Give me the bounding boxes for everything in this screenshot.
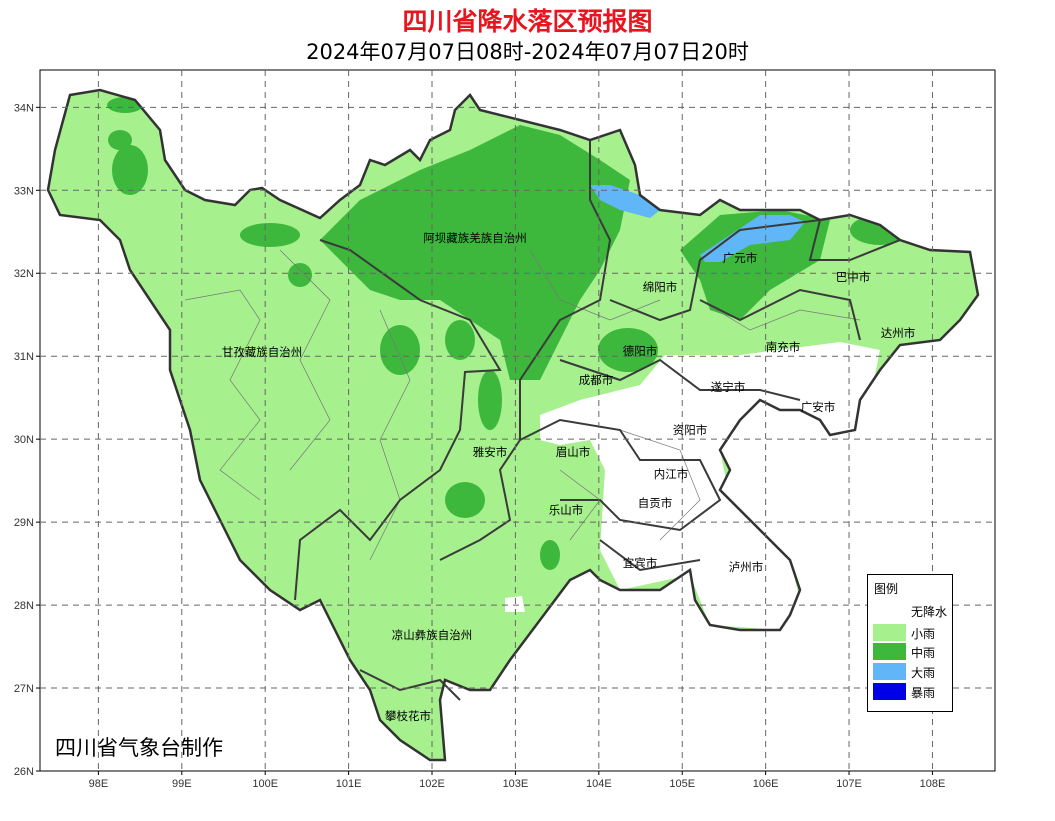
moderate-rain-areas — [107, 97, 910, 570]
lat-tick-label: 32N — [14, 268, 34, 280]
lon-tick-label: 105E — [669, 778, 695, 790]
legend-swatch — [873, 624, 906, 641]
region-labels: 阿坝藏族羌族自治州甘孜藏族自治州 绵阳市 广元市巴中市达州市南充市 德阳市成都市遂宁市… — [222, 231, 916, 723]
lon-tick-label: 108E — [920, 778, 946, 790]
lat-tick-label: 28N — [14, 600, 34, 612]
lat-tick-label: 27N — [14, 683, 34, 695]
region-label: 凉山彝族自治州 — [392, 628, 473, 642]
region-label: 南充市 — [766, 340, 801, 354]
region-label: 绵阳市 — [643, 280, 678, 294]
producer-credit: 四川省气象台制作 — [55, 736, 223, 760]
region-label: 泸州市 — [729, 560, 764, 574]
region-label: 遂宁市 — [711, 380, 746, 394]
legend-item: 无降水 — [873, 602, 951, 620]
legend-swatch — [873, 643, 906, 660]
lon-tick-label: 107E — [836, 778, 862, 790]
region-label: 资阳市 — [673, 423, 708, 437]
region-label: 达州市 — [881, 326, 916, 340]
legend: 图例 无降水 小雨 中雨 大雨 暴雨 — [867, 574, 953, 712]
region-label: 攀枝花市 — [385, 709, 431, 723]
region-label: 广安市 — [801, 400, 836, 414]
legend-item: 大雨 — [873, 663, 951, 681]
region-label: 德阳市 — [623, 344, 658, 358]
legend-title: 图例 — [874, 582, 899, 596]
heavy-rain-areas — [590, 185, 805, 262]
legend-item: 暴雨 — [873, 683, 951, 701]
lon-tick-label: 102E — [419, 778, 445, 790]
region-label: 成都市 — [579, 373, 614, 387]
legend-swatch — [873, 663, 906, 680]
graticule — [40, 70, 995, 771]
region-label: 内江市 — [654, 467, 689, 481]
legend-item: 小雨 — [873, 624, 951, 642]
region-label: 甘孜藏族自治州 — [222, 345, 303, 359]
legend-label: 小雨 — [911, 627, 936, 641]
map-title: 四川省降水落区预报图 — [402, 7, 653, 36]
lon-tick-label: 100E — [252, 778, 278, 790]
lon-tick-label: 98E — [89, 778, 109, 790]
lat-tick-label: 29N — [14, 517, 34, 529]
legend-label: 中雨 — [911, 646, 936, 660]
legend-label: 大雨 — [911, 666, 936, 680]
region-label: 雅安市 — [473, 445, 508, 459]
lat-tick-label: 33N — [14, 185, 34, 197]
region-label: 广元市 — [723, 251, 758, 265]
lat-tick-label: 31N — [14, 351, 34, 363]
legend-label: 暴雨 — [911, 686, 936, 700]
region-label: 自贡市 — [638, 496, 673, 510]
forecast-period: 2024年07月07日08时-2024年07月07日20时 — [306, 40, 749, 64]
legend-label: 无降水 — [911, 605, 948, 619]
lon-tick-label: 106E — [753, 778, 779, 790]
region-label: 眉山市 — [556, 445, 591, 459]
legend-swatch — [873, 683, 906, 700]
region-label: 巴中市 — [836, 270, 871, 284]
lon-tick-label: 103E — [503, 778, 529, 790]
region-label: 乐山市 — [549, 503, 584, 517]
lat-tick-label: 26N — [14, 766, 34, 778]
lon-tick-label: 104E — [586, 778, 612, 790]
legend-swatch — [873, 602, 906, 619]
prefecture-boundaries — [294, 140, 901, 701]
axis-ticks: 98E 99E 100E 101E 102E 103E 104E 105E 106E 107E 10… — [14, 102, 945, 790]
lon-tick-label: 99E — [172, 778, 192, 790]
lat-tick-label: 30N — [14, 434, 34, 446]
lat-tick-label: 34N — [14, 102, 34, 114]
county-boundaries — [184, 249, 861, 561]
region-label: 宜宾市 — [623, 556, 658, 570]
lon-tick-label: 101E — [336, 778, 362, 790]
region-label: 阿坝藏族羌族自治州 — [423, 231, 527, 245]
legend-item: 中雨 — [873, 643, 951, 661]
